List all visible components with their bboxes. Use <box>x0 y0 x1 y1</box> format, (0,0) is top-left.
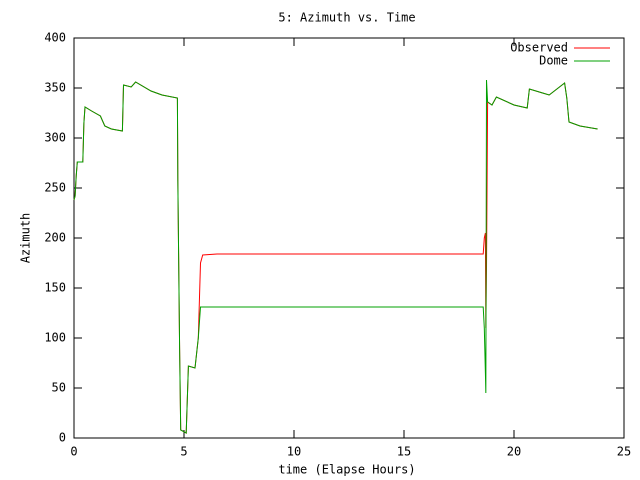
y-tick-label: 50 <box>52 381 66 395</box>
legend-label: Dome <box>539 54 568 68</box>
y-tick-label: 0 <box>59 431 66 445</box>
y-tick-label: 300 <box>44 131 66 145</box>
x-tick-label: 15 <box>397 445 411 459</box>
y-tick-label: 150 <box>44 281 66 295</box>
data-line <box>73 79 598 434</box>
legend-label: Observed <box>510 41 568 55</box>
x-axis-label: time (Elapse Hours) <box>278 463 415 477</box>
data-line <box>73 81 598 434</box>
chart-title: 5: Azimuth vs. Time <box>278 11 415 25</box>
x-tick-label: 20 <box>507 445 521 459</box>
x-tick-label: 10 <box>287 445 301 459</box>
x-tick-label: 0 <box>70 445 77 459</box>
y-tick-label: 250 <box>44 181 66 195</box>
y-tick-label: 200 <box>44 231 66 245</box>
y-tick-label: 100 <box>44 331 66 345</box>
y-tick-label: 350 <box>44 81 66 95</box>
x-tick-label: 25 <box>617 445 631 459</box>
y-tick-label: 400 <box>44 31 66 45</box>
plot-border <box>73 37 625 439</box>
x-tick-label: 5 <box>180 445 187 459</box>
y-axis-label: Azimuth <box>19 213 33 264</box>
